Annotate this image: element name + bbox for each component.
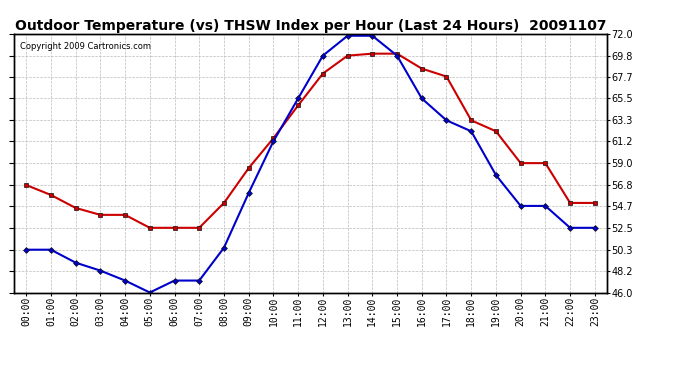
Title: Outdoor Temperature (vs) THSW Index per Hour (Last 24 Hours)  20091107: Outdoor Temperature (vs) THSW Index per … <box>14 19 607 33</box>
Text: Copyright 2009 Cartronics.com: Copyright 2009 Cartronics.com <box>20 42 150 51</box>
